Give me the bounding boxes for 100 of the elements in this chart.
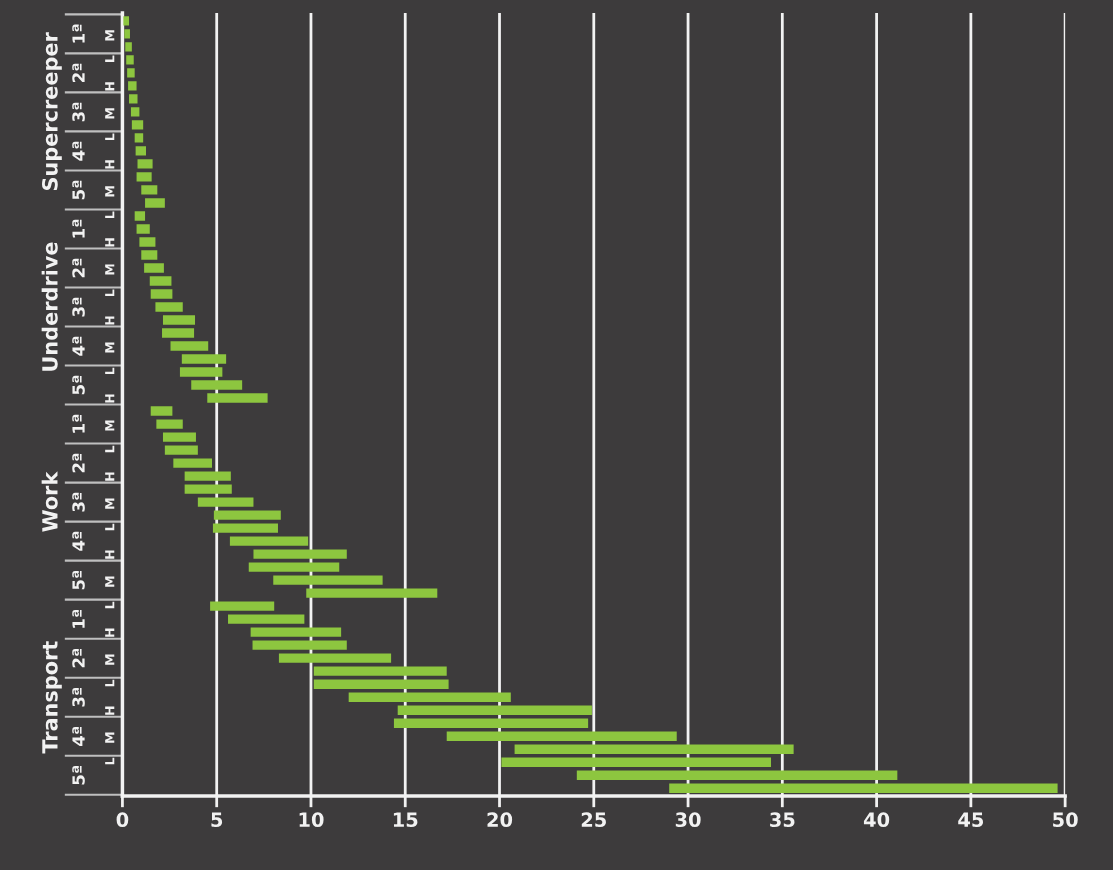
bar (150, 289, 173, 299)
bar (253, 549, 347, 559)
bar (252, 640, 347, 650)
y-tick-label: M (105, 186, 115, 197)
text: 3ª (72, 297, 85, 317)
bar (273, 575, 383, 585)
bar (229, 536, 309, 546)
bar (207, 393, 268, 403)
y-tick-label: H (105, 472, 115, 481)
bar (197, 497, 254, 507)
text: Underdrive (41, 242, 58, 371)
bar (134, 211, 146, 221)
y-tick-label: M (105, 732, 115, 743)
bar (134, 133, 144, 143)
bar (123, 16, 130, 26)
bar (250, 627, 342, 637)
bar (145, 198, 165, 208)
text: 4ª (72, 336, 85, 356)
y-tick-label: L (105, 55, 115, 62)
bar (313, 666, 447, 676)
text: 4ª (72, 531, 85, 551)
bar (278, 653, 392, 663)
bar (184, 471, 231, 481)
bar (576, 770, 898, 780)
x-tick-label: 10 (299, 812, 324, 828)
x-tick-label: 5 (211, 812, 223, 828)
x-tick-label: 40 (863, 812, 890, 828)
bar (393, 718, 589, 728)
bar (397, 705, 592, 715)
bar (141, 185, 158, 195)
bar (514, 744, 794, 754)
bar (144, 263, 164, 273)
text: Work (41, 471, 58, 532)
bar (181, 354, 227, 364)
bar (162, 432, 196, 442)
bar (306, 588, 438, 598)
text: 2ª (72, 453, 85, 473)
y-tick-label: H (105, 394, 115, 403)
bar (162, 315, 196, 325)
y-tick-label: L (105, 211, 115, 219)
y-tick-label: H (105, 316, 115, 325)
y-tick-label: M (105, 30, 115, 41)
bar (136, 224, 150, 234)
text: 5ª (72, 765, 85, 785)
bar (162, 328, 195, 338)
y-tick-label: H (105, 706, 115, 715)
bar (501, 757, 772, 767)
x-tick-label: 20 (487, 812, 513, 828)
bar (348, 692, 511, 702)
text: 3ª (72, 492, 85, 512)
text: Supercreeper (42, 32, 62, 191)
y-tick-label: L (105, 679, 115, 687)
text: 2ª (72, 258, 85, 278)
y-tick-label: M (105, 108, 115, 119)
bar (210, 601, 275, 611)
y-tick-label: M (105, 420, 115, 431)
y-tick-label: M (105, 654, 115, 665)
bar (669, 783, 1058, 793)
bar (228, 614, 305, 624)
bar (129, 94, 138, 104)
bar (313, 679, 449, 689)
bar (155, 302, 183, 312)
x-tick-label: 0 (116, 812, 129, 828)
bar (131, 120, 144, 130)
bar (150, 406, 173, 416)
x-tick-label: 45 (958, 812, 984, 828)
y-tick-label: H (105, 628, 115, 637)
bar (446, 731, 677, 741)
bar (212, 523, 278, 533)
y-tick-label: L (105, 367, 115, 375)
text: 1ª (72, 24, 85, 43)
y-tick-label: H (105, 238, 115, 247)
text: 5ª (72, 180, 85, 200)
text: 4ª (72, 726, 85, 746)
bar (149, 276, 172, 286)
bar (127, 68, 135, 78)
y-tick-label: L (105, 445, 115, 453)
text: 4ª (72, 141, 85, 161)
bar (213, 510, 281, 520)
bar (141, 250, 158, 260)
y-tick-label: L (105, 601, 115, 609)
bar (125, 42, 132, 52)
bar (124, 29, 130, 39)
text: 1ª (72, 219, 85, 238)
x-tick-label: 30 (675, 812, 701, 828)
x-tick-label: 35 (770, 812, 795, 828)
text: 5ª (72, 375, 85, 395)
y-tick-label: L (105, 757, 115, 765)
bar (173, 458, 212, 468)
y-tick-label: L (105, 523, 115, 531)
y-tick-label: L (105, 133, 115, 140)
bar (139, 237, 156, 247)
bar (156, 419, 183, 429)
text: 2ª (72, 648, 85, 668)
y-tick-label: M (105, 342, 115, 353)
bar (130, 107, 140, 117)
bar (184, 484, 232, 494)
bar (170, 341, 209, 351)
bar (136, 172, 152, 182)
text: 2ª (72, 63, 85, 83)
